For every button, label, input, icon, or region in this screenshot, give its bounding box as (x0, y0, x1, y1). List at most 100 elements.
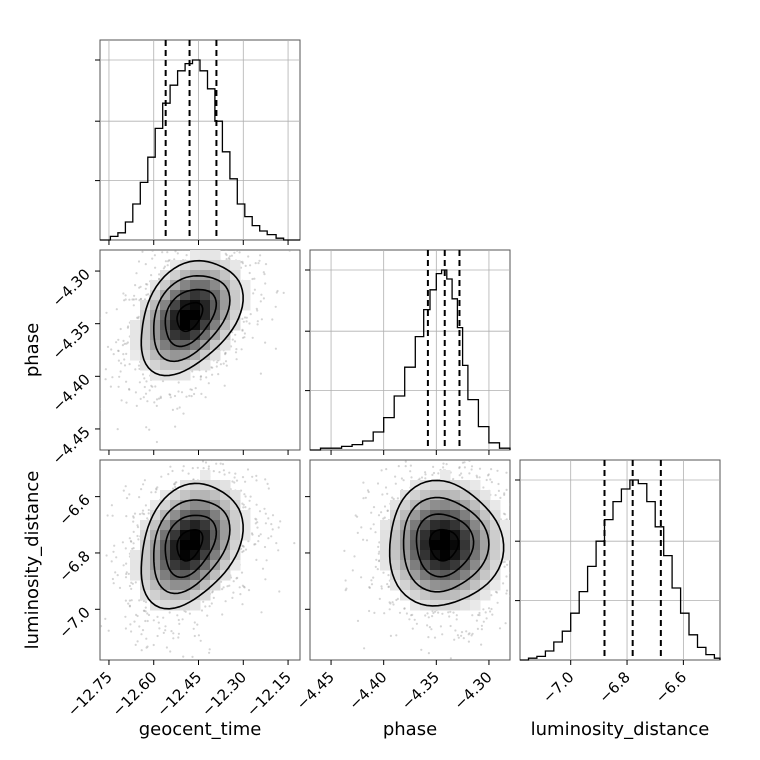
density-bin (220, 520, 231, 531)
scatter-point (231, 450, 233, 452)
scatter-point (159, 396, 162, 400)
scatter-point (136, 640, 139, 643)
scatter-point (404, 460, 407, 463)
scatter-point (245, 320, 248, 323)
scatter-point (512, 514, 514, 516)
density-bin (500, 540, 510, 551)
scatter-point (235, 250, 238, 251)
scatter-point (69, 357, 71, 359)
scatter-point (238, 251, 241, 254)
density-bin (180, 330, 191, 341)
scatter-point (503, 560, 506, 564)
scatter-point (452, 477, 455, 481)
scatter-point (255, 474, 258, 477)
scatter-point (526, 491, 528, 493)
density-bin (210, 540, 221, 551)
scatter-point (362, 481, 365, 484)
scatter-point (226, 585, 229, 588)
panel-frame (519, 459, 721, 661)
scatter-point (187, 241, 189, 243)
density-bin (390, 520, 401, 531)
scatter-point (251, 277, 254, 281)
scatter-point (241, 260, 244, 263)
density-bin (410, 530, 421, 541)
density-bin (170, 270, 181, 281)
x-tick-label: −4.35 (398, 668, 443, 713)
density-bin (410, 570, 421, 581)
density-bin (480, 510, 491, 521)
density-bin (170, 310, 181, 321)
contour-line (153, 499, 231, 595)
scatter-point (112, 582, 115, 585)
scatter-point (209, 229, 211, 231)
scatter-point (210, 366, 213, 369)
scatter-point (143, 385, 146, 389)
density-bin (420, 490, 431, 501)
scatter-point (419, 447, 421, 449)
scatter-point (535, 560, 537, 562)
scatter-point (121, 541, 124, 544)
density-bin (400, 570, 411, 581)
scatter-point (104, 378, 107, 381)
x-tick-label: −6.6 (652, 668, 690, 706)
density-bin (130, 550, 141, 561)
density-bin (180, 590, 191, 601)
density-bin (490, 550, 501, 561)
scatter-point (240, 547, 243, 550)
density-bin (200, 330, 211, 341)
scatter-point (124, 298, 127, 301)
scatter-point (105, 311, 108, 314)
scatter-point (212, 470, 215, 473)
scatter-point (128, 605, 131, 608)
scatter-point (136, 614, 139, 618)
density-bin (190, 340, 201, 351)
scatter-point (248, 322, 251, 325)
scatter-point (389, 634, 392, 638)
density-bin (180, 570, 191, 581)
density-bin (440, 520, 451, 531)
density-bin (180, 320, 191, 331)
density-bin (200, 530, 211, 541)
scatter-point (144, 619, 147, 623)
scatter-point (210, 460, 213, 462)
density-bin (170, 580, 181, 591)
scatter-point (175, 458, 177, 460)
scatter-point (127, 325, 130, 328)
scatter-point (224, 353, 227, 356)
scatter-point (254, 517, 257, 520)
density-bin (200, 500, 211, 511)
density-bin (170, 280, 181, 291)
scatter-point (413, 618, 416, 621)
scatter-point (470, 468, 473, 471)
scatter-point (247, 540, 250, 543)
scatter-point (211, 591, 214, 594)
scatter-point (503, 492, 506, 495)
density-bin (460, 570, 471, 581)
scatter-point (485, 478, 488, 482)
density-bin (470, 540, 481, 551)
scatter-point (255, 558, 258, 562)
scatter-point (364, 496, 367, 499)
scatter-point (137, 317, 140, 320)
scatter-point (251, 533, 254, 536)
scatter-point (251, 475, 254, 478)
scatter-point (176, 252, 179, 255)
scatter-point (265, 559, 268, 562)
scatter-point (377, 514, 381, 517)
scatter-point (138, 496, 141, 499)
scatter-point (100, 609, 101, 611)
density-bin (450, 580, 461, 591)
scatter-point (396, 597, 399, 601)
density-bin (200, 540, 211, 551)
scatter-point (169, 650, 172, 653)
scatter-point (240, 219, 242, 221)
density-bin (220, 530, 231, 541)
scatter-point (244, 506, 247, 509)
scatter-point (137, 538, 140, 541)
density-bin (200, 300, 211, 311)
density-bin (410, 560, 421, 571)
density-bin (410, 550, 421, 561)
density-bin (150, 560, 161, 571)
scatter-point (122, 489, 125, 492)
scatter-point (191, 370, 194, 373)
